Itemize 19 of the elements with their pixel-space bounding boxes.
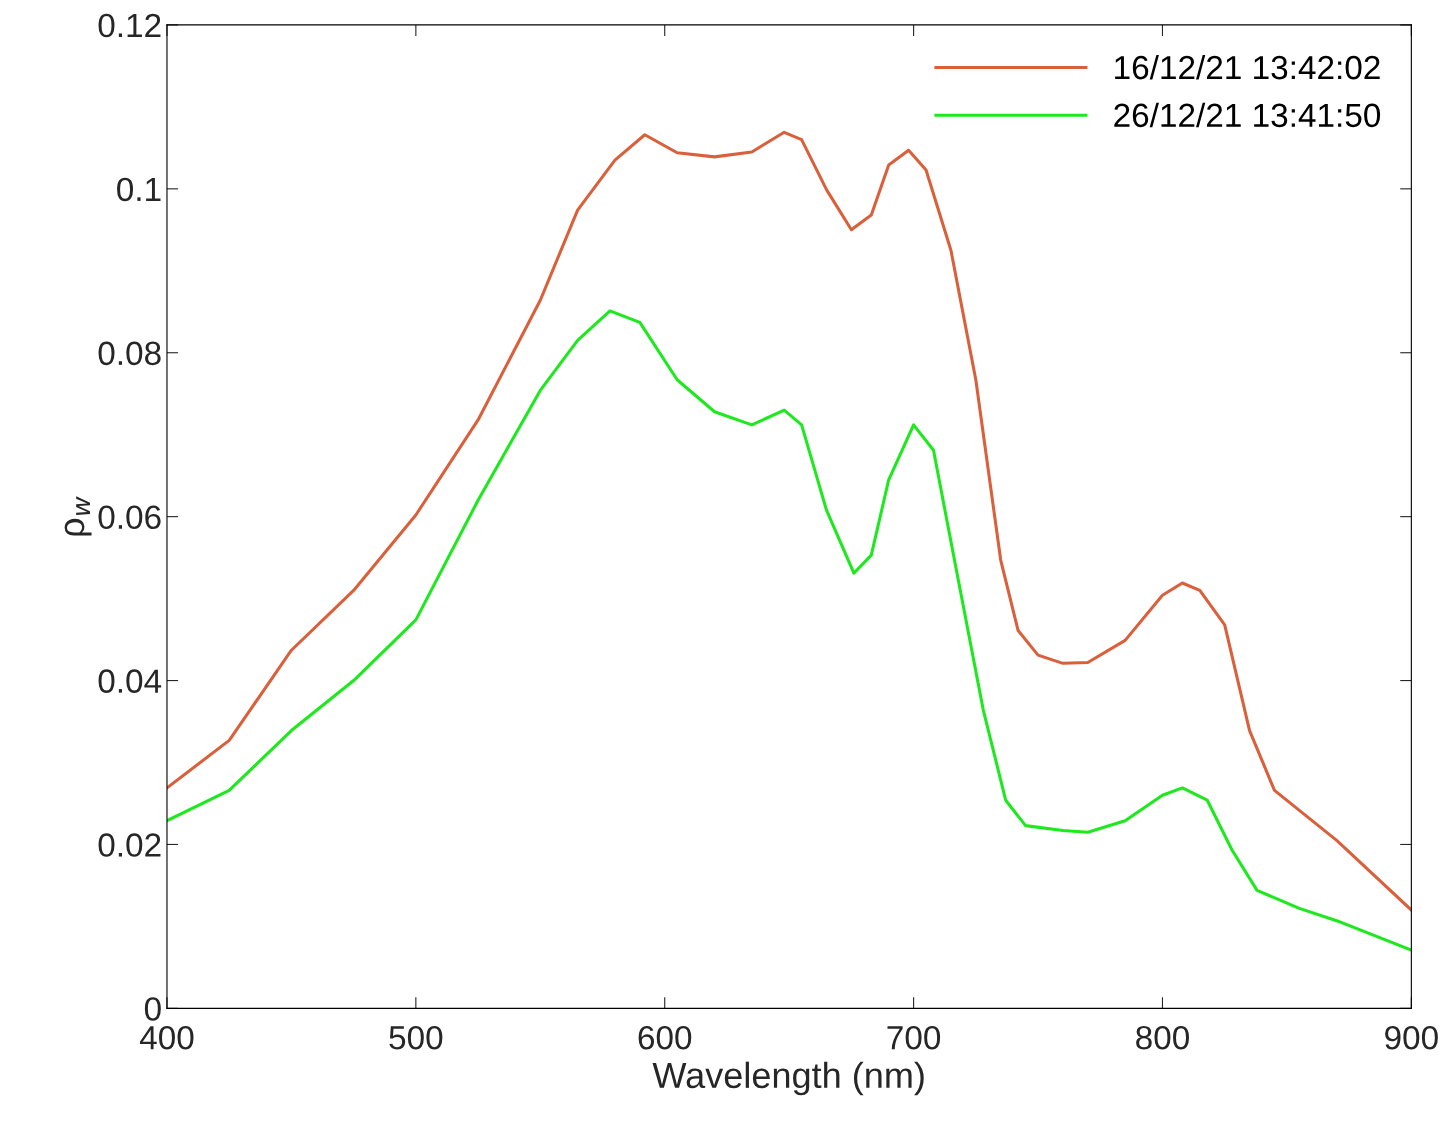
legend-label: 26/12/21 13:41:50 [1114,102,1381,128]
y-tick-label: 0.02 [98,833,161,857]
x-tick-label: 600 [638,1025,692,1050]
y-tick-label: 0.06 [98,505,161,530]
y-tick-label: 0.1 [117,177,161,202]
x-tick-label: 700 [887,1025,941,1050]
x-tick-label: 400 [139,1025,194,1050]
y-tick-label: 0.12 [98,13,161,38]
y-tick-label: 0.08 [98,341,161,366]
x-tick-label: 900 [1385,1025,1438,1050]
legend-label: 16/12/21 13:42:02 [1115,54,1380,80]
x-tick-label: 500 [389,1025,443,1050]
y-axis-title: ρ$_{w}$ [64,496,92,536]
y-tick-label: 0 [144,997,161,1021]
x-tick-label: 800 [1136,1025,1189,1050]
y-tick-label: 0.04 [98,669,162,693]
line-series [166,130,1412,912]
x-axis-title: Wavelength (nm) [652,1061,924,1096]
line-series [166,309,1412,952]
